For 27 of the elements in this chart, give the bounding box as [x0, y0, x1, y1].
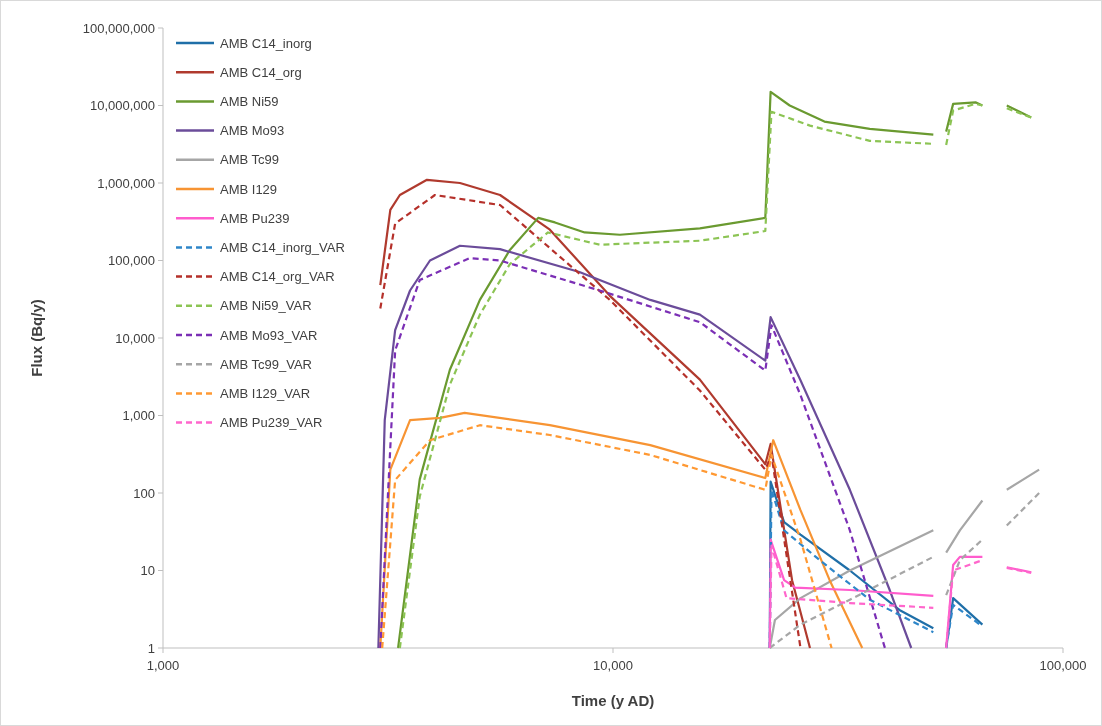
legend-label: AMB Ni59	[220, 93, 279, 109]
legend-label: AMB C14_inorg	[220, 35, 312, 51]
legend-label: AMB I129_VAR	[220, 385, 311, 401]
legend-label: AMB I129	[220, 181, 278, 197]
x-axis-title: Time (y AD)	[571, 692, 655, 709]
y-axis-title: Flux (Bq/y)	[28, 299, 45, 377]
y-tick-label: 100,000,000	[82, 20, 155, 36]
legend-label: AMB C14_org_VAR	[220, 269, 335, 285]
y-tick-label: 1,000,000	[97, 175, 155, 191]
legend-label: AMB C14_inorg_VAR	[220, 239, 345, 255]
y-tick-label: 10,000,000	[89, 98, 155, 113]
y-tick-label: 10,000	[115, 330, 155, 346]
legend-label: AMB Mo93	[220, 123, 285, 139]
legend-label: AMB Pu239	[220, 210, 290, 226]
legend-label: AMB Tc99_VAR	[220, 356, 313, 372]
legend-label: AMB Pu239_VAR	[220, 415, 323, 431]
x-tick-label: 100,000	[1039, 658, 1087, 673]
legend-label: AMB Ni59_VAR	[220, 298, 312, 314]
y-tick-label: 10	[140, 563, 155, 578]
legend-label: AMB Mo93_VAR	[220, 327, 318, 343]
legend-label: AMB C14_org	[220, 64, 302, 80]
y-tick-label: 1	[147, 640, 155, 656]
x-tick-label: 10,000	[593, 658, 633, 673]
y-tick-label: 100,000	[108, 253, 155, 268]
y-tick-label: 100	[133, 485, 155, 501]
y-tick-label: 1,000	[122, 408, 155, 423]
legend-label: AMB Tc99	[220, 152, 280, 168]
